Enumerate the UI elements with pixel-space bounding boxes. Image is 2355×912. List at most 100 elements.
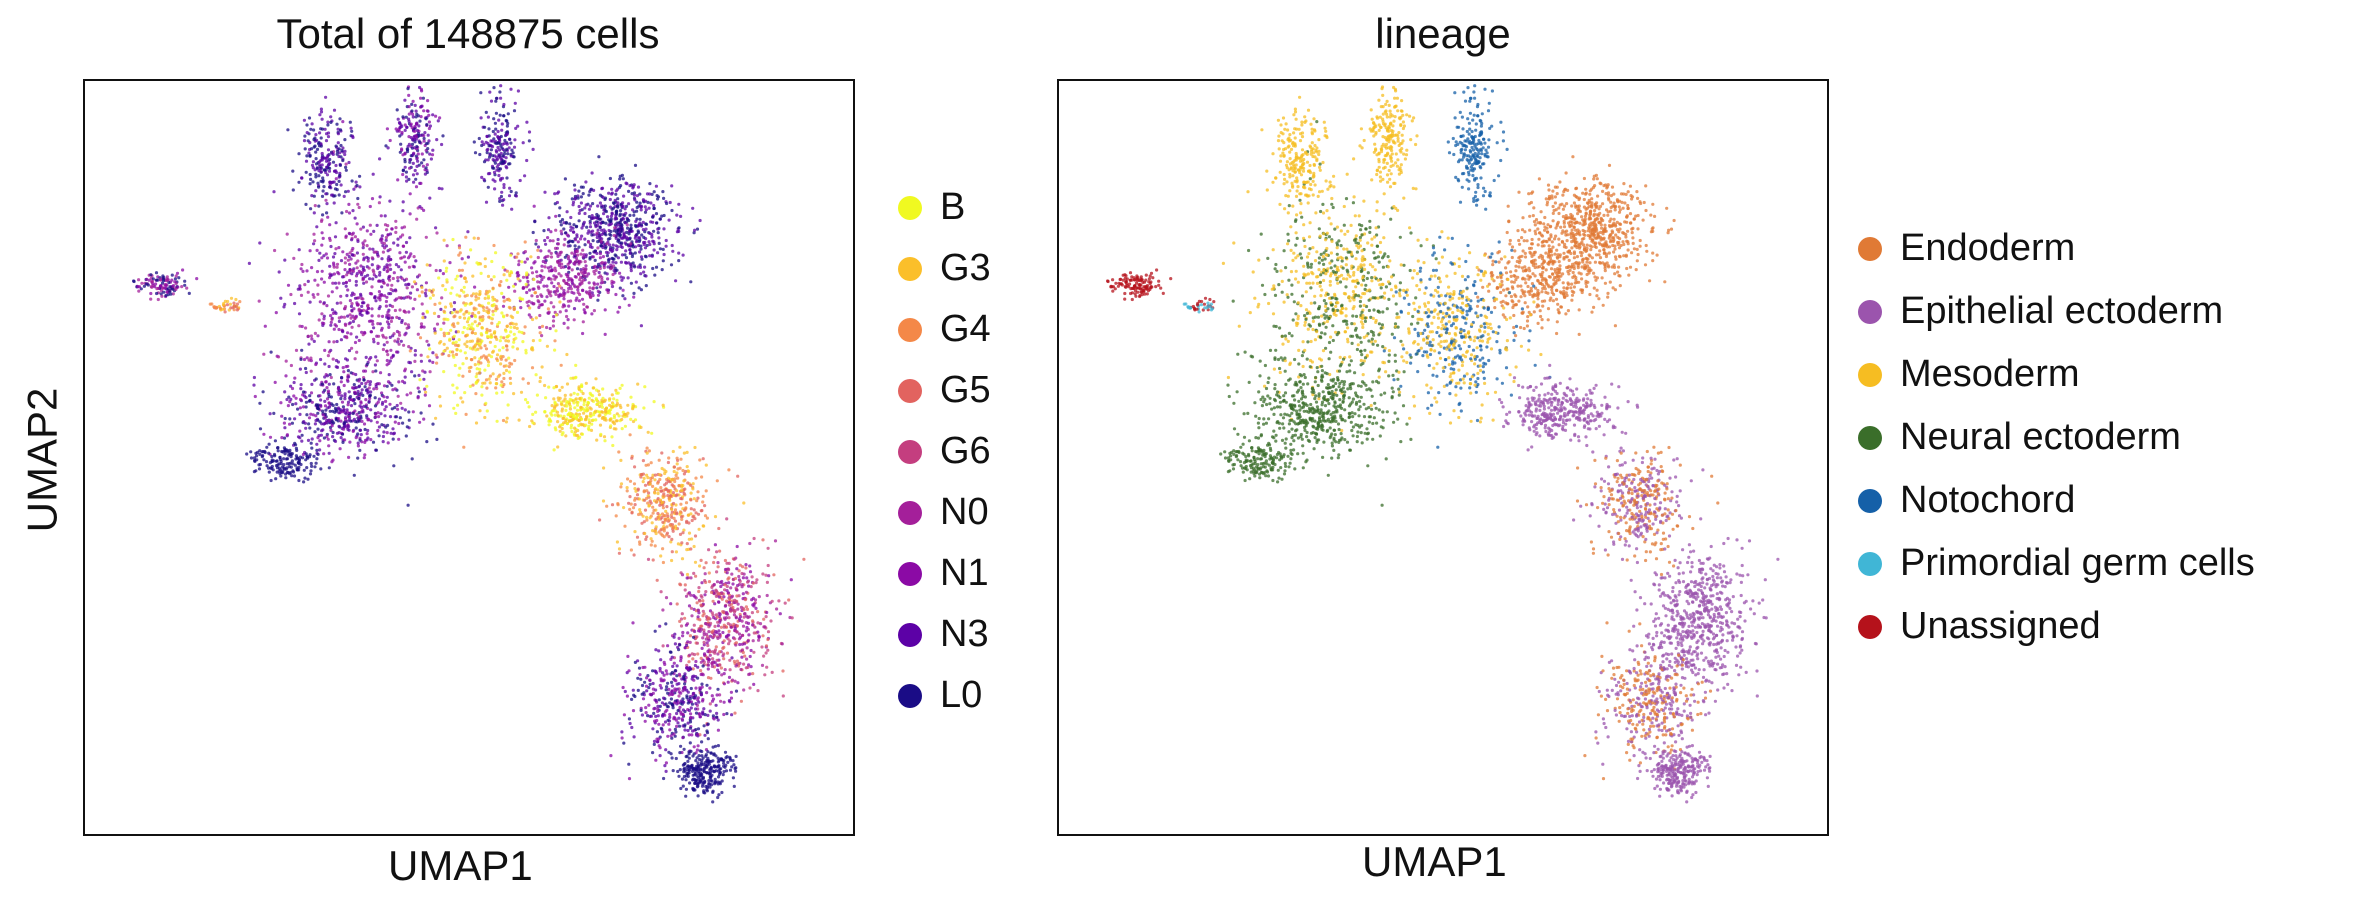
scatter-point [418,420,422,424]
scatter-point [395,108,399,112]
scatter-point [602,466,606,470]
scatter-point [458,366,462,370]
scatter-point [322,317,326,321]
scatter-point [340,148,344,153]
scatter-point [326,135,331,139]
scatter-point [422,417,426,421]
scatter-point [665,505,669,509]
scatter-point [573,430,578,434]
scatter-point [413,353,417,357]
scatter-point [369,408,373,412]
scatter-point [658,746,662,750]
scatter-point [408,349,412,353]
scatter-point [314,377,318,381]
scatter-point [581,320,585,324]
scatter-point [382,281,386,285]
scatter-point [554,289,558,293]
scatter-point [460,268,464,272]
scatter-point [313,430,317,434]
scatter-point [680,517,684,521]
scatter-point [742,662,746,666]
scatter-point [662,196,666,200]
scatter-point [459,308,463,312]
scatter-point [569,228,573,232]
scatter-point [573,275,577,279]
scatter-point [393,387,397,391]
scatter-point [377,434,381,438]
scatter-point [348,232,352,236]
scatter-point [390,383,394,387]
scatter-point [282,446,286,450]
scatter-point [565,401,569,405]
scatter-point [386,233,390,237]
scatter-point [647,240,651,244]
scatter-point [484,378,489,382]
scatter-point [557,272,561,276]
scatter-point [304,159,309,163]
scatter-point [655,740,660,744]
scatter-point [571,200,576,204]
scatter-point [411,99,415,103]
scatter-point [674,679,678,683]
scatter-point [511,345,515,349]
scatter-point [483,344,487,348]
scatter-point [700,646,704,651]
scatter-point [310,266,314,270]
scatter-point [686,513,690,517]
scatter-point [361,308,366,312]
scatter-point [746,621,751,626]
scatter-point [714,703,718,707]
scatter-point [494,304,498,308]
scatter-point [297,468,301,472]
scatter-point [690,537,694,541]
scatter-point [324,198,328,202]
scatter-point [454,277,458,281]
scatter-point [371,268,375,272]
scatter-point [588,204,593,208]
scatter-point [707,638,711,642]
scatter-point [505,348,509,352]
scatter-point [604,221,608,225]
scatter-point [554,384,559,389]
scatter-point [533,220,537,224]
scatter-point [501,314,506,318]
scatter-point [698,618,702,622]
scatter-point [538,379,542,384]
scatter-point [503,268,507,272]
scatter-point [400,406,404,410]
scatter-point [304,370,308,375]
scatter-point [707,548,711,552]
scatter-point [326,123,330,127]
scatter-point [611,272,615,277]
scatter-point [716,624,721,628]
scatter-point [671,501,676,506]
scatter-point [493,297,497,302]
scatter-point [366,306,370,311]
scatter-point [682,528,686,532]
scatter-point [695,601,699,605]
scatter-point [549,269,553,273]
scatter-point [577,385,581,389]
scatter-point [440,352,444,356]
scatter-point [656,491,660,496]
scatter-point [618,220,622,224]
scatter-point [457,338,461,342]
scatter-point [711,714,716,718]
scatter-point [711,599,715,603]
scatter-point [289,363,293,368]
scatter-point [313,422,317,426]
scatter-point [396,337,400,341]
scatter-point [302,420,306,424]
scatter-point [645,446,649,450]
scatter-point [354,420,358,424]
scatter-point [361,252,365,256]
scatter-point [624,249,628,253]
scatter-point [439,340,443,344]
scatter-point [304,366,308,371]
scatter-point [671,491,676,495]
scatter-point [678,582,682,586]
scatter-point [672,732,676,736]
scatter-point [308,472,313,476]
scatter-point [427,120,431,124]
scatter-point [407,119,411,123]
